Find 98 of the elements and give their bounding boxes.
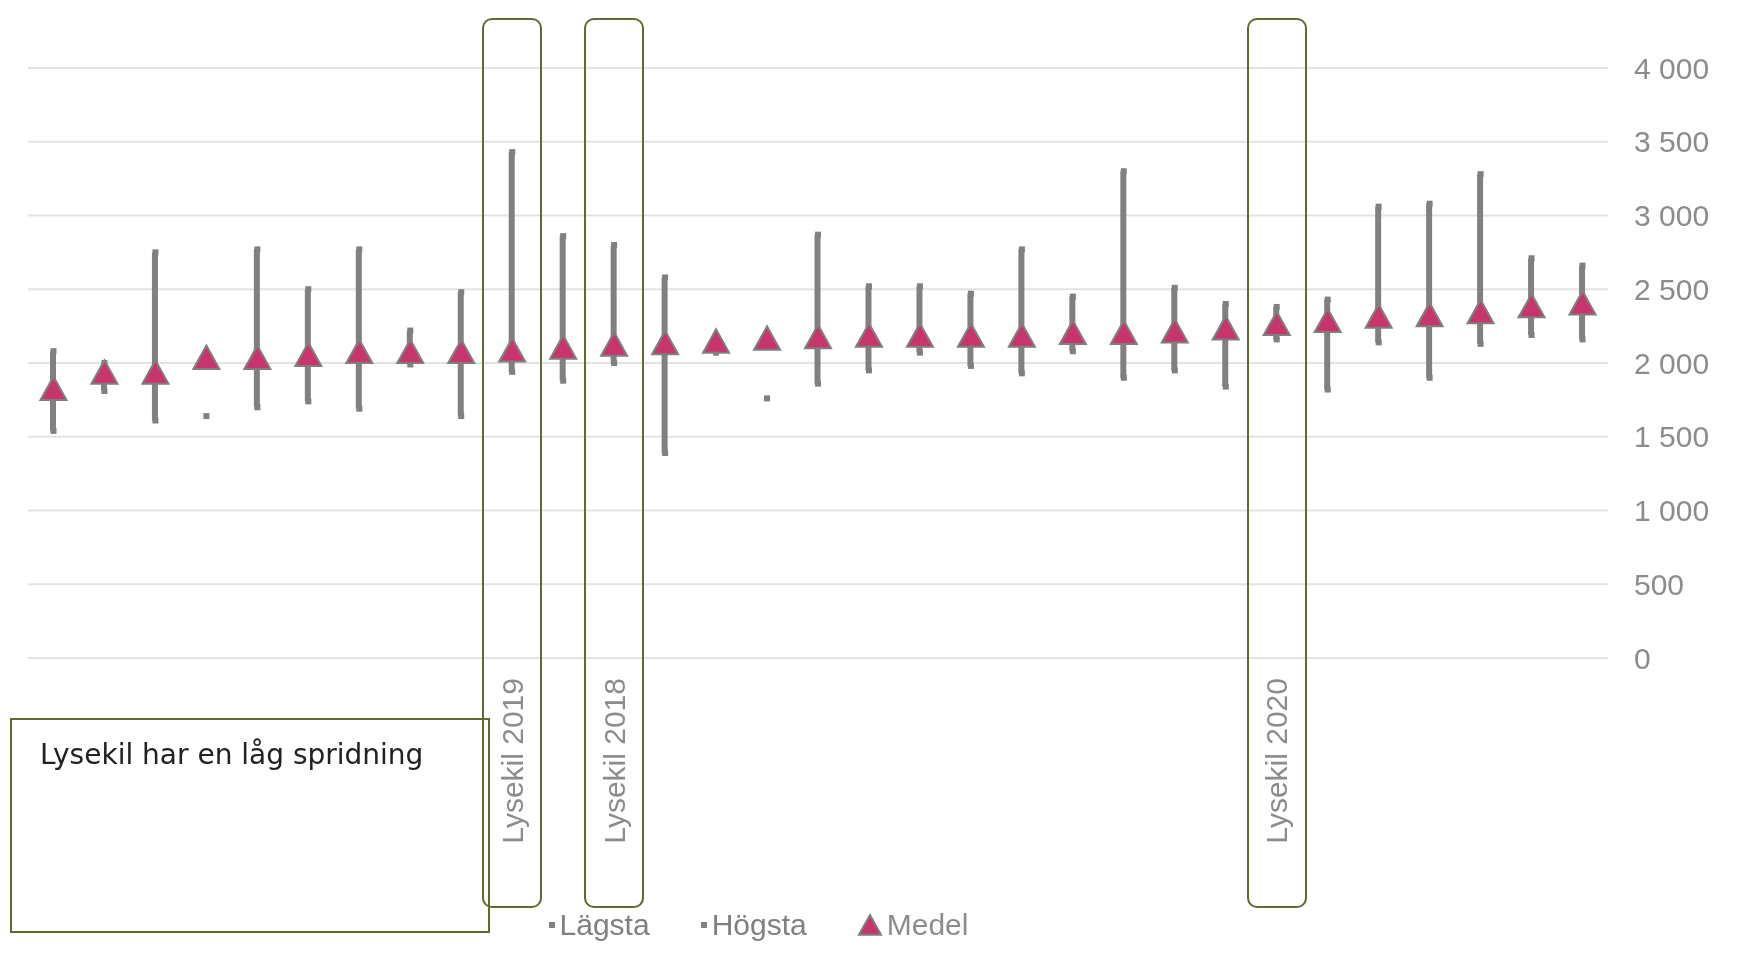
point [1171, 367, 1178, 374]
point [549, 334, 578, 360]
y-tick-label: 3 000 [1634, 199, 1710, 233]
y-tick-label: 2 000 [1634, 346, 1710, 380]
point [865, 283, 872, 290]
legend-label: Medel [886, 908, 969, 942]
point [804, 323, 832, 350]
point [967, 362, 974, 369]
point [600, 331, 629, 357]
point [305, 398, 312, 405]
point [1375, 203, 1382, 210]
point [1273, 336, 1280, 343]
legend-label: Lägsta [559, 908, 650, 942]
y-tick-label: 0 [1634, 641, 1651, 675]
point [254, 246, 261, 253]
point [1528, 331, 1535, 338]
y-tick-label: 1 500 [1634, 420, 1710, 454]
point [1171, 284, 1178, 291]
point [101, 388, 108, 395]
point [152, 249, 159, 256]
point [662, 449, 669, 456]
point [611, 242, 618, 248]
point [815, 231, 821, 238]
point [1069, 293, 1076, 300]
point [1273, 303, 1280, 310]
point [1375, 339, 1382, 346]
point [407, 327, 414, 334]
legend-label: Högsta [711, 908, 807, 942]
point [1160, 318, 1189, 344]
x-tick-label: Lysekil 2019 [495, 678, 529, 844]
y-tick-label: 4 000 [1634, 51, 1710, 85]
point [203, 413, 210, 420]
point [905, 322, 934, 348]
point [916, 283, 923, 290]
x-tick-label: Lysekil 2018 [597, 678, 631, 844]
point [764, 395, 771, 402]
point [967, 290, 974, 297]
point [396, 338, 425, 365]
point [1018, 246, 1025, 253]
point [1120, 374, 1127, 381]
point [1007, 322, 1036, 348]
point [1222, 301, 1229, 307]
point [854, 322, 883, 348]
y-tick-label: 2 500 [1634, 272, 1710, 306]
point [356, 246, 363, 253]
point [447, 338, 476, 365]
point [192, 344, 221, 370]
point [1477, 340, 1484, 347]
point [1528, 255, 1535, 262]
point [702, 328, 731, 354]
point [662, 274, 669, 281]
point [1364, 303, 1393, 329]
point [1477, 171, 1484, 178]
point [560, 233, 567, 240]
point [1579, 336, 1586, 343]
point [865, 367, 872, 374]
point [1109, 319, 1138, 345]
point [651, 329, 680, 356]
point [1069, 348, 1076, 355]
point [152, 417, 159, 424]
point [498, 337, 527, 363]
point [243, 344, 272, 370]
point [50, 348, 57, 355]
point [1426, 200, 1433, 207]
point [1324, 386, 1331, 393]
point [509, 149, 516, 156]
point [1324, 296, 1331, 303]
point [611, 360, 618, 366]
point [305, 286, 312, 293]
point [916, 349, 923, 356]
point [458, 289, 465, 296]
point [458, 413, 465, 420]
text: Lysekil har en låg spridning [10, 718, 490, 933]
point [1568, 290, 1597, 316]
point [294, 341, 323, 368]
point [141, 359, 170, 385]
point [1426, 374, 1433, 381]
y-tick-label: 3 500 [1634, 125, 1710, 159]
point [956, 322, 985, 348]
point [345, 338, 374, 365]
point [1120, 168, 1127, 175]
x-tick-label: Lysekil 2020 [1260, 678, 1294, 844]
point [254, 404, 261, 411]
point [90, 359, 119, 385]
y-tick-label: 1 000 [1634, 494, 1710, 528]
point [1018, 370, 1025, 377]
point [39, 375, 68, 401]
point [1222, 383, 1229, 390]
point [753, 325, 782, 351]
point [1579, 262, 1586, 269]
point [815, 380, 821, 387]
point [50, 427, 57, 434]
point [509, 368, 516, 375]
y-tick-label: 500 [1634, 567, 1685, 601]
point [356, 405, 363, 412]
point [1058, 319, 1087, 345]
point [1211, 315, 1240, 341]
point [560, 377, 567, 384]
